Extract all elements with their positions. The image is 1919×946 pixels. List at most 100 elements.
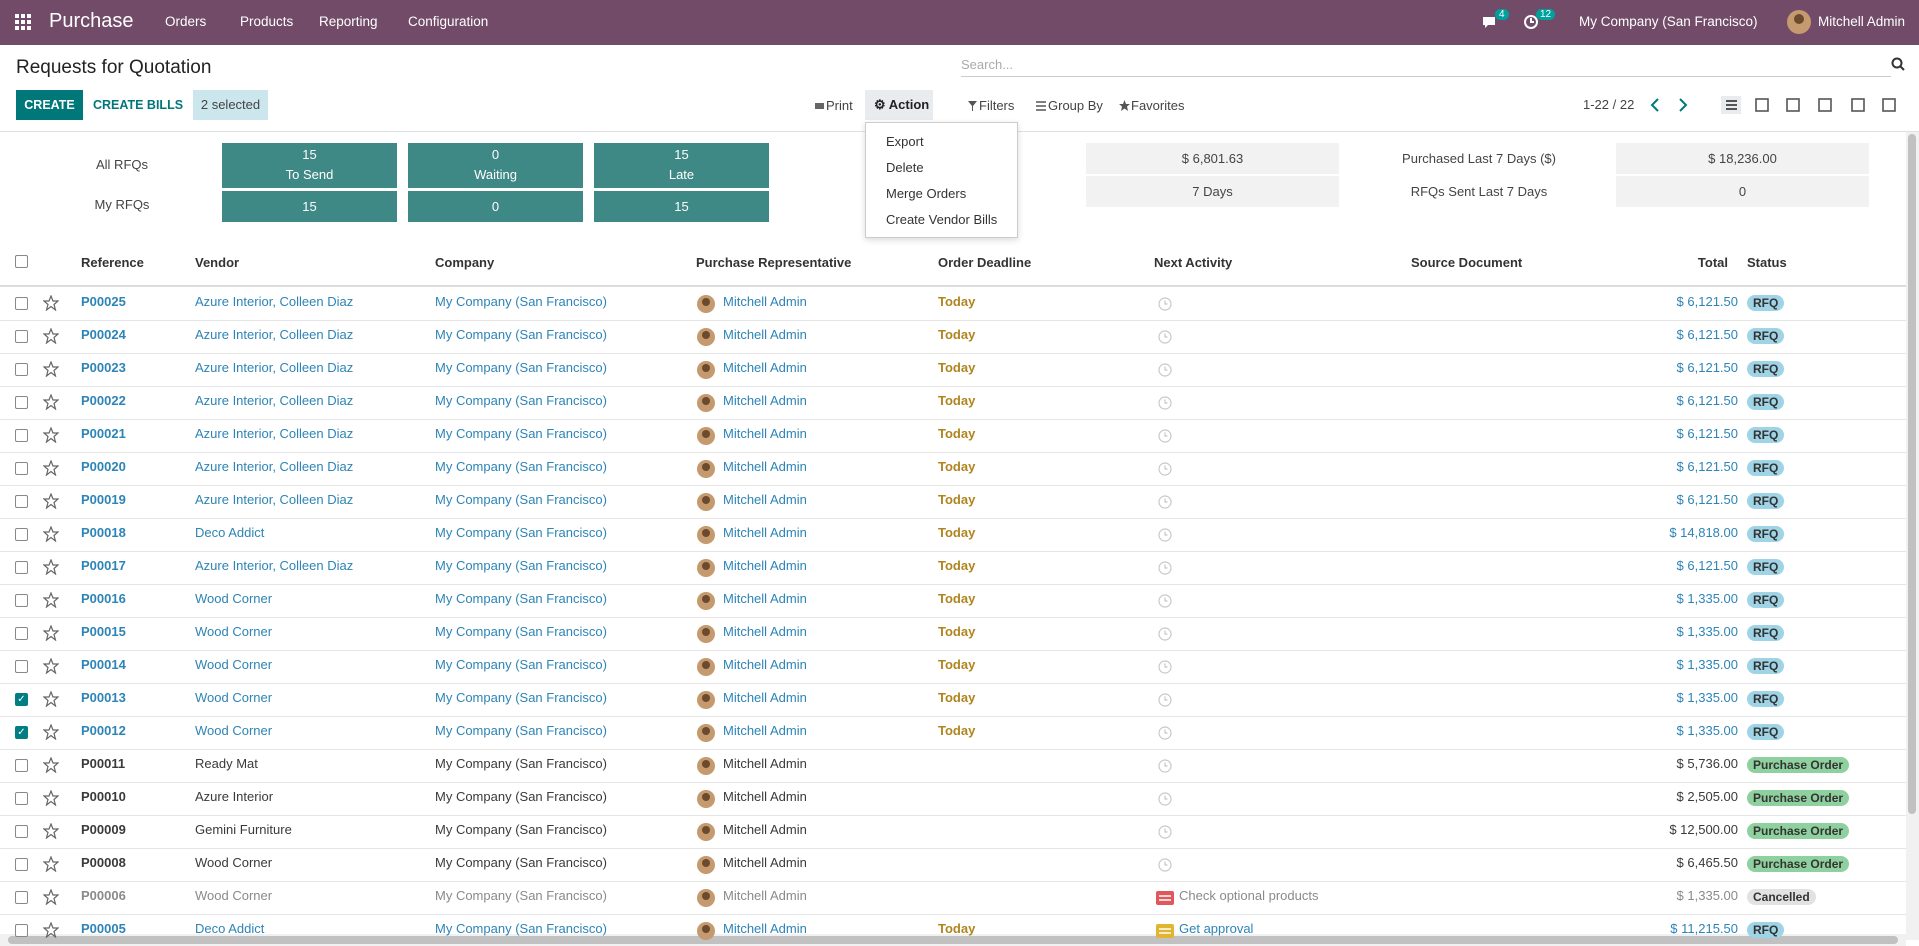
activity-icon[interactable] <box>1158 594 1172 608</box>
vendor[interactable]: Azure Interior, Colleen Diaz <box>195 459 354 474</box>
representative[interactable]: Mitchell Admin <box>723 690 807 705</box>
activity[interactable]: Check optional products <box>1179 888 1319 903</box>
messages-icon[interactable] <box>1481 14 1497 30</box>
reference[interactable]: P00008 <box>81 855 126 870</box>
favorite-star[interactable] <box>43 328 59 344</box>
representative[interactable]: Mitchell Admin <box>723 294 807 309</box>
favorite-star[interactable] <box>43 559 59 575</box>
activity[interactable]: Get approval <box>1179 921 1254 936</box>
vendor[interactable]: Wood Corner <box>195 723 273 738</box>
view-switch[interactable] <box>1815 96 1835 114</box>
company[interactable]: My Company (San Francisco) <box>435 327 607 342</box>
view-switch[interactable] <box>1848 96 1868 114</box>
checkbox[interactable] <box>15 528 28 541</box>
checkbox[interactable] <box>15 792 28 805</box>
checkbox[interactable] <box>15 660 28 673</box>
vendor[interactable]: Wood Corner <box>195 624 273 639</box>
reference[interactable]: P00024 <box>81 327 126 342</box>
representative[interactable]: Mitchell Admin <box>723 426 807 441</box>
reference[interactable]: P00005 <box>81 921 126 936</box>
dashboard-tile[interactable]: 0 Waiting <box>408 143 583 188</box>
activity-icon[interactable] <box>1158 363 1172 377</box>
vendor[interactable]: Deco Addict <box>195 921 265 936</box>
action-button[interactable]: ⚙ Action <box>865 90 933 120</box>
vendor[interactable]: Azure Interior, Colleen Diaz <box>195 294 354 309</box>
column-header[interactable]: Next Activity <box>1154 255 1233 270</box>
representative[interactable]: Mitchell Admin <box>723 558 807 573</box>
checkbox-checked[interactable]: ✓ <box>15 693 28 706</box>
print-button[interactable]: Print <box>826 98 853 113</box>
dropdown-item[interactable]: Delete <box>886 160 924 175</box>
reference[interactable]: P00012 <box>81 723 126 738</box>
user-name[interactable]: Mitchell Admin <box>1818 14 1906 29</box>
favorite-star[interactable] <box>43 592 59 608</box>
activities-icon[interactable] <box>1523 14 1539 30</box>
column-header[interactable]: Vendor <box>195 255 240 270</box>
dashboard-tile[interactable]: 15 Late <box>594 143 769 188</box>
scrollbar-thumb[interactable] <box>1908 134 1916 814</box>
reference[interactable]: P00017 <box>81 558 126 573</box>
vendor[interactable]: Wood Corner <box>195 888 273 903</box>
reference[interactable]: P00021 <box>81 426 126 441</box>
company-switcher[interactable]: My Company (San Francisco) <box>1579 14 1758 29</box>
reference[interactable]: P00023 <box>81 360 126 375</box>
dashboard-tile[interactable]: 15 <box>222 191 397 222</box>
reference[interactable]: P00011 <box>81 756 126 771</box>
representative[interactable]: Mitchell Admin <box>723 360 807 375</box>
company[interactable]: My Company (San Francisco) <box>435 690 607 705</box>
vendor[interactable]: Azure Interior, Colleen Diaz <box>195 558 354 573</box>
dashboard-tile[interactable]: 0 <box>408 191 583 222</box>
company[interactable]: My Company (San Francisco) <box>435 624 607 639</box>
checkbox[interactable] <box>15 891 28 904</box>
vendor[interactable]: Azure Interior, Colleen Diaz <box>195 492 354 507</box>
vendor[interactable]: Azure Interior <box>195 789 274 804</box>
representative[interactable]: Mitchell Admin <box>723 525 807 540</box>
group-by-button[interactable]: Group By <box>1048 98 1103 113</box>
activity-icon[interactable] <box>1158 330 1172 344</box>
activity-icon[interactable] <box>1158 429 1172 443</box>
vendor[interactable]: Azure Interior, Colleen Diaz <box>195 360 354 375</box>
reference[interactable]: P00025 <box>81 294 126 309</box>
representative[interactable]: Mitchell Admin <box>723 789 807 804</box>
column-header[interactable]: Total <box>1697 255 1728 270</box>
vendor[interactable]: Wood Corner <box>195 690 273 705</box>
activity-icon[interactable] <box>1158 825 1172 839</box>
create-button[interactable]: CREATE <box>16 90 83 120</box>
pager-next[interactable] <box>1676 97 1690 113</box>
favorite-star[interactable] <box>43 889 59 905</box>
vendor[interactable]: Ready Mat <box>195 756 258 771</box>
activity-icon[interactable] <box>1158 528 1172 542</box>
favorite-star[interactable] <box>43 526 59 542</box>
vendor[interactable]: Azure Interior, Colleen Diaz <box>195 393 354 408</box>
representative[interactable]: Mitchell Admin <box>723 822 807 837</box>
column-header[interactable]: Source Document <box>1411 255 1523 270</box>
checkbox[interactable] <box>15 255 28 268</box>
company[interactable]: My Company (San Francisco) <box>435 360 607 375</box>
representative[interactable]: Mitchell Admin <box>723 921 807 936</box>
representative[interactable]: Mitchell Admin <box>723 492 807 507</box>
apps-icon[interactable] <box>15 14 33 32</box>
representative[interactable]: Mitchell Admin <box>723 459 807 474</box>
representative[interactable]: Mitchell Admin <box>723 327 807 342</box>
checkbox[interactable] <box>15 858 28 871</box>
company[interactable]: My Company (San Francisco) <box>435 921 607 936</box>
menu-item[interactable]: Configuration <box>408 14 489 29</box>
favorite-star[interactable] <box>43 922 59 938</box>
reference[interactable]: P00009 <box>81 822 126 837</box>
view-switch[interactable] <box>1783 96 1803 114</box>
column-header[interactable]: Order Deadline <box>938 255 1032 270</box>
representative[interactable]: Mitchell Admin <box>723 591 807 606</box>
company[interactable]: My Company (San Francisco) <box>435 756 607 771</box>
representative[interactable]: Mitchell Admin <box>723 723 807 738</box>
company[interactable]: My Company (San Francisco) <box>435 294 607 309</box>
reference[interactable]: P00022 <box>81 393 126 408</box>
company[interactable]: My Company (San Francisco) <box>435 591 607 606</box>
activity-icon[interactable] <box>1158 297 1172 311</box>
company[interactable]: My Company (San Francisco) <box>435 888 607 903</box>
menu-item[interactable]: Orders <box>165 14 207 29</box>
reference[interactable]: P00016 <box>81 591 126 606</box>
reference[interactable]: P00019 <box>81 492 126 507</box>
representative[interactable]: Mitchell Admin <box>723 624 807 639</box>
dashboard-tile[interactable]: 15 <box>594 191 769 222</box>
company[interactable]: My Company (San Francisco) <box>435 657 607 672</box>
